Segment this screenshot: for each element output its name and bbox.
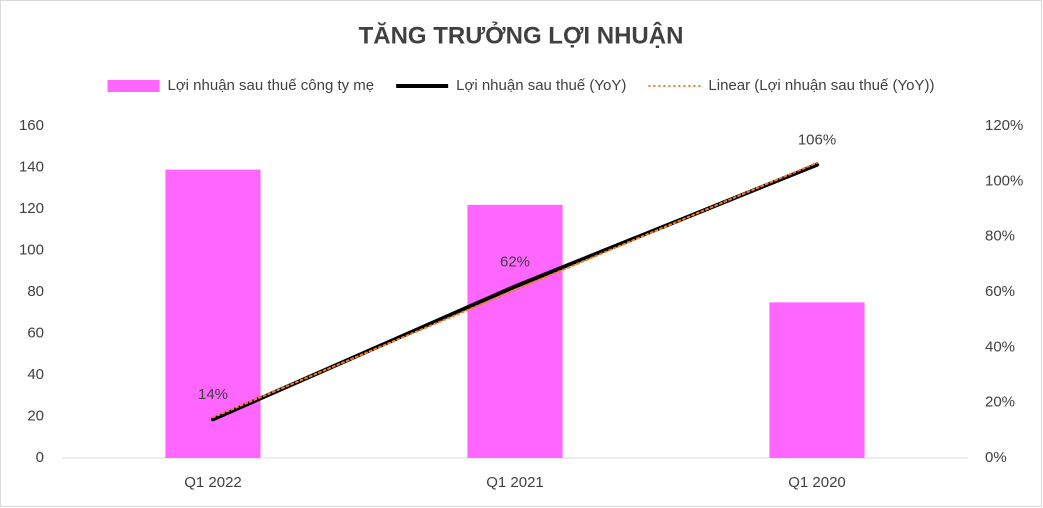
legend-swatch bbox=[107, 80, 160, 92]
legend-label: Linear (Lợi nhuận sau thuế (YoY)) bbox=[708, 77, 934, 94]
y2-tick-label: 100% bbox=[985, 172, 1023, 189]
y-tick-label: 60 bbox=[27, 324, 44, 341]
y2-tick-label: 40% bbox=[985, 338, 1015, 355]
y-tick-label: 80 bbox=[27, 283, 44, 300]
data-label: 14% bbox=[198, 386, 228, 403]
x-tick-label: Q1 2021 bbox=[486, 474, 544, 491]
x-tick-label: Q1 2020 bbox=[788, 474, 846, 491]
bar bbox=[769, 302, 865, 458]
y-tick-label: 40 bbox=[27, 366, 44, 383]
y-tick-label: 20 bbox=[27, 407, 44, 424]
y2-tick-label: 20% bbox=[985, 394, 1015, 411]
data-label: 62% bbox=[500, 253, 530, 270]
y-tick-label: 160 bbox=[19, 117, 44, 134]
y2-tick-label: 60% bbox=[985, 283, 1015, 300]
legend-label: Lợi nhuận sau thuế công ty mẹ bbox=[168, 77, 375, 94]
y2-tick-label: 0% bbox=[985, 449, 1007, 466]
y-tick-label: 0 bbox=[36, 449, 44, 466]
bar bbox=[165, 169, 261, 458]
x-tick-label: Q1 2022 bbox=[184, 474, 242, 491]
y2-tick-label: 80% bbox=[985, 228, 1015, 245]
y-tick-label: 140 bbox=[19, 158, 44, 175]
line bbox=[212, 161, 818, 419]
chart-title: TĂNG TRƯỞNG LỢI NHUẬN bbox=[359, 20, 684, 49]
y2-tick-label: 120% bbox=[985, 117, 1023, 134]
y-tick-label: 120 bbox=[19, 200, 44, 217]
bar bbox=[467, 204, 563, 458]
y-tick-label: 100 bbox=[19, 241, 44, 258]
data-label: 106% bbox=[798, 132, 836, 149]
legend-label: Lợi nhuận sau thuế (YoY) bbox=[456, 77, 626, 94]
